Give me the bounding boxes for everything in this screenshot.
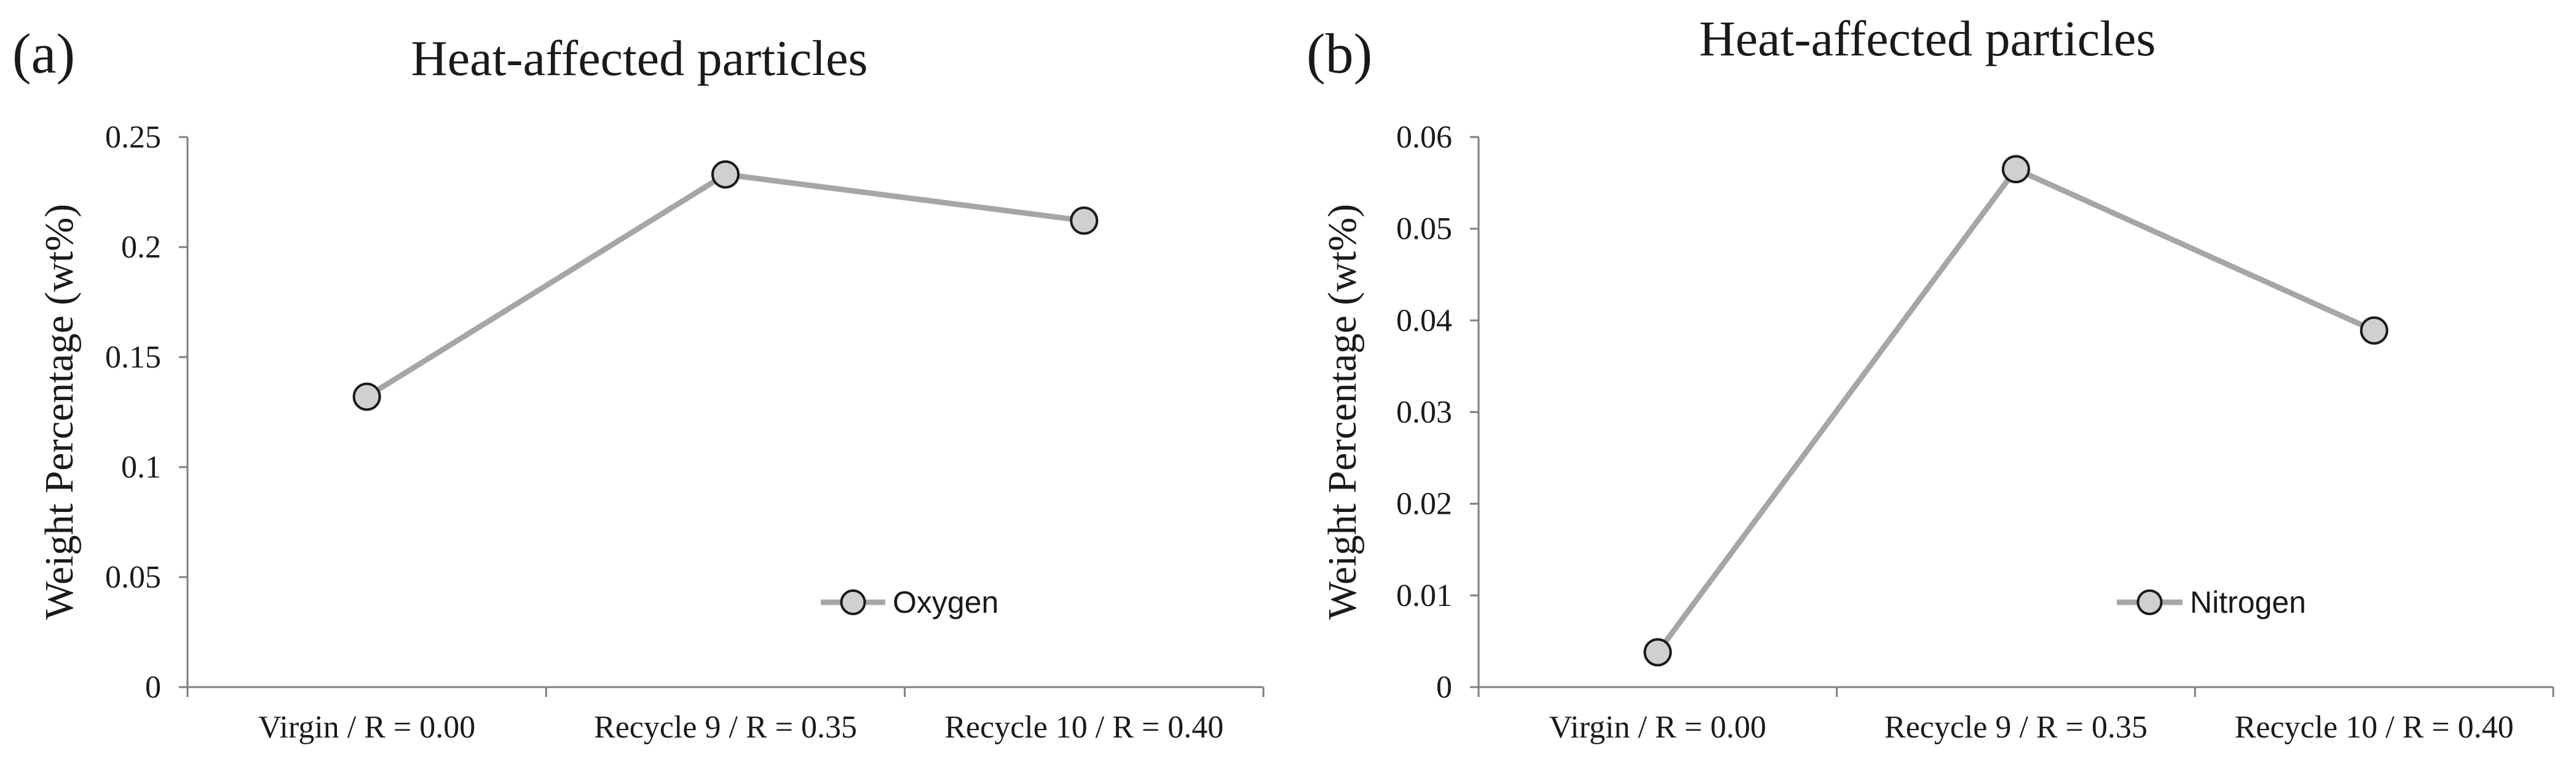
series-line [365,171,1085,399]
chart-a: (a) Heat-affected particles Weight Perce… [12,22,1265,745]
x-tick-label: Recycle 9 / R = 0.35 [594,710,857,745]
legend-marker [2136,589,2163,615]
y-tick-label: 0.06 [1396,120,1452,155]
data-point [1070,206,1099,235]
x-tick-label: Virgin / R = 0.00 [1549,710,1766,745]
y-tick-label: 0.2 [121,230,161,265]
y-tick-label: 0.05 [1396,211,1452,246]
chart-panel-b: (b) Heat-affected particles Weight Perce… [1288,0,2576,767]
legend-marker [840,589,866,615]
chart-b: (b) Heat-affected particles Weight Perce… [1306,10,2554,745]
y-tick-label: 0.1 [121,450,161,485]
y-tick-label: 0.01 [1396,578,1452,613]
y-tick-label: 0.15 [105,340,161,375]
x-tick-label: Virgin / R = 0.00 [258,710,475,745]
legend-label: Oxygen [893,585,998,620]
panel-label: (a) [12,22,75,85]
data-point [2360,316,2388,345]
chart-title: Heat-affected particles [411,30,868,86]
data-point [352,382,381,411]
y-tick-label: 0.02 [1396,487,1452,522]
x-tick-label: Recycle 10 / R = 0.40 [944,710,1223,745]
y-tick-label: 0 [145,670,161,705]
y-tick-label: 0.25 [105,120,161,155]
data-point [1643,638,1672,667]
y-tick-label: 0 [1436,670,1452,705]
y-axis-label: Weight Percentage (wt%) [1320,204,1365,620]
data-point [711,160,740,189]
y-tick-label: 0.05 [105,560,161,595]
data-point [2002,155,2030,184]
y-axis-label: Weight Percentage (wt%) [37,204,82,620]
y-tick-label: 0.03 [1396,395,1452,430]
y-tick-label: 0.04 [1396,303,1452,338]
panel-label: (b) [1306,22,1372,85]
series-line [1655,166,2376,654]
x-tick-label: Recycle 10 / R = 0.40 [2235,710,2514,745]
x-tick-label: Recycle 9 / R = 0.35 [1884,710,2147,745]
legend-label: Nitrogen [2190,585,2306,620]
chart-panel-a: (a) Heat-affected particles Weight Perce… [12,22,1265,745]
chart-title: Heat-affected particles [1699,10,2156,66]
